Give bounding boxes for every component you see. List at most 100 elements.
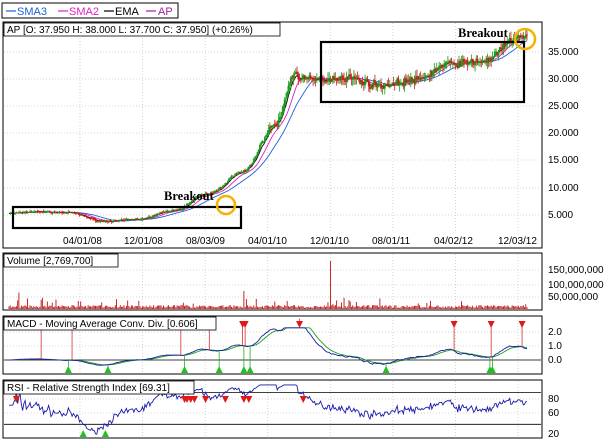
- candle-body: [343, 78, 345, 81]
- price-y-axis: 35.000 30.000 25.000 20.000 15.000 10.00…: [548, 47, 579, 221]
- candle-body: [93, 219, 96, 220]
- candle-body: [524, 34, 527, 38]
- candle-body: [214, 190, 217, 192]
- candle-body: [403, 78, 406, 87]
- candle-body: [454, 64, 457, 66]
- candle-body: [209, 193, 212, 195]
- candle-body: [107, 221, 109, 223]
- candle-body: [430, 70, 433, 76]
- candle-body: [132, 219, 135, 220]
- candle-body: [440, 65, 443, 67]
- candle-body: [204, 192, 207, 196]
- candle-body: [332, 76, 334, 81]
- candle-body: [168, 211, 171, 213]
- price-x-tick: 08/01/11: [372, 236, 411, 247]
- candle-body: [249, 164, 251, 167]
- legend-box: [1, 2, 179, 19]
- candle-body: [125, 219, 128, 220]
- candle-body: [445, 62, 448, 64]
- candle-body: [172, 209, 175, 211]
- candle-body: [427, 75, 429, 77]
- candle-body: [244, 169, 247, 172]
- rsi-y-tick: 20: [548, 429, 560, 440]
- candle-body: [340, 75, 343, 81]
- candle-body: [476, 58, 479, 63]
- macd-y-tick: 2.0: [548, 327, 562, 338]
- candle-body: [52, 211, 55, 213]
- candle-body: [238, 171, 240, 174]
- candle-body: [242, 170, 245, 174]
- candle-body: [17, 212, 20, 214]
- price-panel: AP [O: 37.950 H: 38.000 L: 37.700 C: 37.…: [2, 21, 579, 249]
- candle-body: [165, 211, 167, 212]
- candle-body: [271, 125, 274, 128]
- candle-body: [442, 64, 444, 68]
- candle-body: [87, 217, 90, 219]
- rsi-buy-marker: [79, 430, 87, 437]
- volume-panel: Volume [2,769,700] 150,000,000 100,000,0…: [2, 252, 604, 311]
- candle-body: [130, 219, 133, 220]
- candle-body: [220, 188, 223, 189]
- candle-body: [219, 187, 222, 189]
- candle-body: [79, 214, 82, 216]
- candle-body: [155, 214, 158, 216]
- candle-body: [10, 212, 13, 214]
- rsi-sell-marker: [190, 396, 198, 403]
- candle-body: [421, 77, 423, 80]
- candle-body: [192, 200, 195, 202]
- candle-body: [486, 58, 489, 64]
- candle-body: [121, 219, 124, 221]
- candle-body: [212, 192, 214, 194]
- candle-body: [98, 220, 101, 222]
- candle-body: [310, 77, 313, 79]
- candle-body: [496, 51, 499, 56]
- candle-body: [349, 74, 352, 77]
- candle-body: [493, 51, 496, 57]
- macd-lines: [4, 327, 541, 366]
- candle-body: [215, 190, 218, 192]
- candle-body: [286, 91, 289, 99]
- candle-body: [256, 152, 259, 157]
- breakout-marker-2: [513, 27, 537, 51]
- candle-body: [146, 217, 149, 219]
- candle-body: [413, 79, 416, 84]
- legend-label-ap: AP: [158, 6, 173, 18]
- candle-body: [230, 175, 233, 178]
- breakout-label-1: Breakout: [164, 189, 215, 203]
- candle-body: [491, 57, 494, 62]
- candle-body: [407, 79, 410, 82]
- candle-body: [198, 195, 201, 197]
- macd-buy-marker: [240, 366, 248, 373]
- candle-body: [359, 79, 362, 85]
- candle-body: [151, 216, 154, 218]
- candle-body: [297, 74, 300, 80]
- price-x-tick: 12/01/08: [124, 236, 163, 247]
- candle-body: [207, 193, 209, 195]
- macd-header-box: [3, 316, 217, 331]
- rsi-sell-marker: [202, 396, 210, 403]
- macd-line: [9, 327, 528, 366]
- candle-body: [418, 77, 421, 80]
- candle-body: [213, 191, 216, 193]
- candle-body: [318, 79, 321, 81]
- candle-body: [92, 218, 94, 220]
- candle-body: [105, 220, 108, 222]
- candle-body: [90, 218, 93, 219]
- candle-body: [313, 78, 316, 80]
- macd-sell-marker: [241, 321, 249, 328]
- candle-body: [9, 213, 12, 215]
- candle-body: [150, 216, 153, 218]
- price-x-tick: 12/03/12: [498, 236, 537, 247]
- candle-body: [118, 220, 120, 222]
- candle-body: [281, 112, 284, 116]
- candle-body: [58, 212, 61, 213]
- candle-body: [357, 77, 360, 80]
- candle-body: [144, 217, 146, 220]
- candle-body: [178, 209, 181, 210]
- candle-body: [510, 38, 512, 44]
- candle-body: [100, 220, 103, 222]
- candle-body: [252, 159, 255, 163]
- candle-body: [381, 86, 384, 89]
- candle-body: [339, 77, 342, 80]
- candle-body: [458, 60, 460, 68]
